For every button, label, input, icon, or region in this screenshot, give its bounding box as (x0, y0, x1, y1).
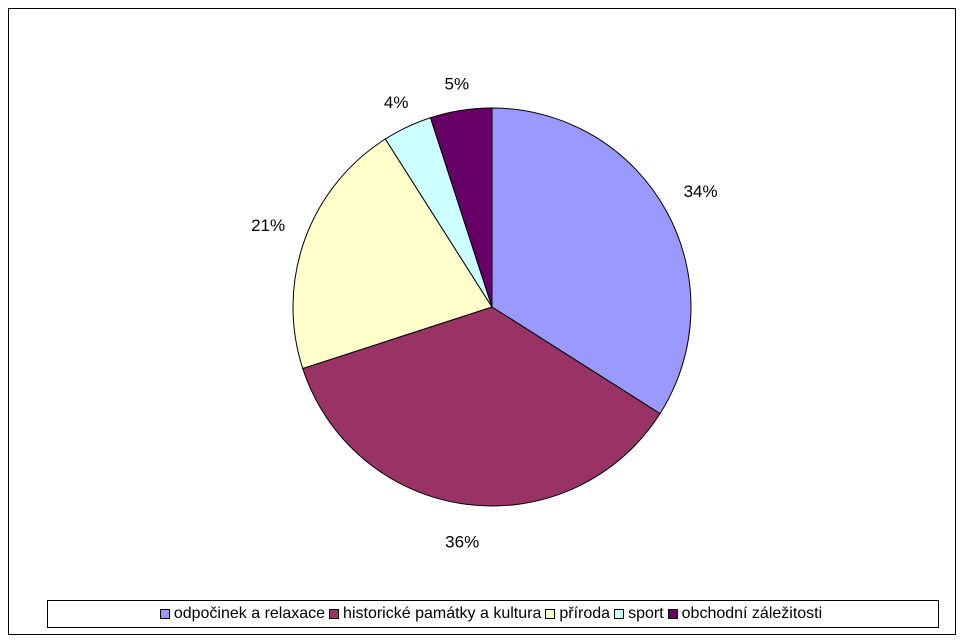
legend-item-odpocinek: odpočinek a relaxace (159, 605, 326, 623)
legend: odpočinek a relaxace historické památky … (47, 600, 939, 628)
pie-label-odpocinek: 34% (684, 182, 718, 201)
legend-label: odpočinek a relaxace (173, 605, 326, 622)
legend-label: příroda (559, 605, 611, 622)
pie-slice-historicke-pamatky (302, 306, 661, 507)
legend-item-historicke-pamatky: historické památky a kultura (329, 605, 541, 623)
pie-slice-odpocinek (491, 107, 692, 415)
legend-label: obchodní záležitosti (681, 605, 823, 622)
pie-labels: 34% 36% 21% 4% 5% (251, 74, 718, 551)
pie-slice-obchodni-zalezitosti (429, 107, 493, 308)
legend-item-sport: sport (614, 605, 664, 623)
legend-swatch (667, 609, 678, 619)
legend-item-priroda: příroda (545, 605, 610, 623)
legend-label: historické památky a kultura (343, 605, 542, 622)
legend-label: sport (628, 605, 664, 622)
pie-label-priroda: 21% (251, 216, 285, 235)
pie-label-obchodni-zalezitosti: 5% (445, 74, 470, 93)
pie-slices (292, 107, 692, 507)
pie-label-sport: 4% (384, 93, 409, 112)
legend-swatch (545, 609, 556, 619)
legend-swatch (329, 609, 340, 619)
legend-swatch (614, 609, 625, 619)
pie-label-historicke-pamatky: 36% (445, 533, 479, 552)
legend-swatch (159, 609, 170, 619)
pie-slice-priroda (292, 138, 493, 370)
legend-item-obchodni-zalezitosti: obchodní záležitosti (667, 605, 823, 623)
